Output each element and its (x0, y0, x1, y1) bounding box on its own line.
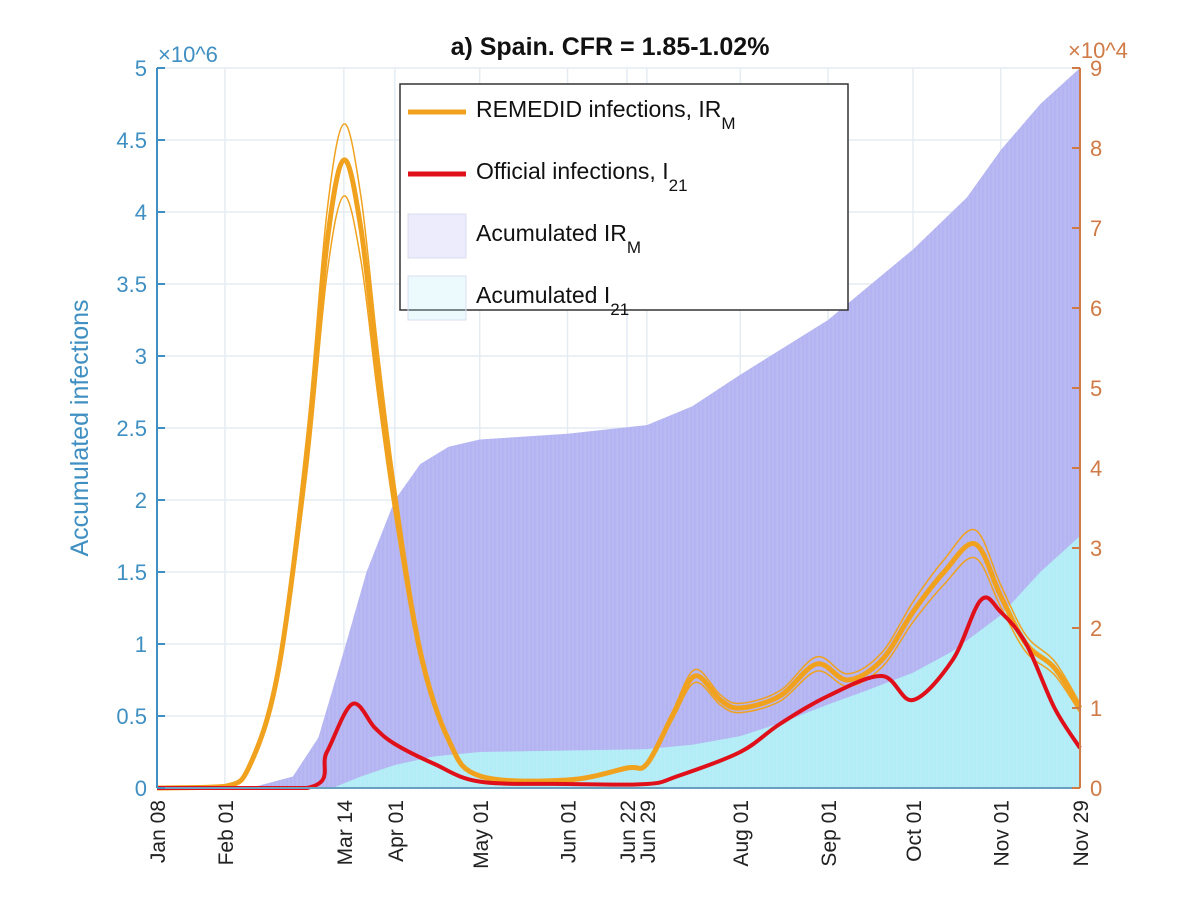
legend-label-subscript: 21 (610, 300, 629, 319)
right-tick-label: 2 (1090, 616, 1102, 641)
legend-swatch (407, 275, 467, 321)
right-tick-label: 4 (1090, 456, 1102, 481)
legend-swatch (407, 213, 467, 259)
left-tick-label: 2 (135, 488, 147, 513)
area-acumulated-i-21 (157, 536, 1080, 788)
area-acumulated-ir-M (157, 68, 1080, 788)
legend-label-subscript: 21 (669, 176, 688, 195)
chart-title: a) Spain. CFR = 1.85-1.02% (451, 33, 770, 61)
x-tick-label: Nov 29 (1070, 800, 1093, 867)
right-tick-label: 3 (1090, 536, 1102, 561)
x-tick-label: Nov 01 (991, 800, 1014, 867)
left-tick-label: 2.5 (116, 416, 147, 441)
x-tick-label: Jun 29 (637, 800, 660, 863)
right-tick-label: 6 (1090, 296, 1102, 321)
left-tick-label: 1 (135, 632, 147, 657)
legend-label-subscript: M (627, 238, 641, 257)
legend-box (399, 83, 849, 311)
left-axis-label: Accumulated infections (66, 299, 94, 556)
left-tick-label: 1.5 (116, 560, 147, 585)
left-axis-multiplier: ×10^6 (158, 42, 218, 67)
right-tick-label: 5 (1090, 376, 1102, 401)
x-tick-label: Jun 22 (617, 800, 640, 863)
x-tick-label: Mar 14 (334, 800, 357, 866)
line-official-infections (157, 595, 1082, 791)
left-tick-label: 0 (135, 776, 147, 801)
right-tick-label: 0 (1090, 776, 1102, 801)
left-tick-label: 5 (135, 56, 147, 81)
left-tick-label: 3.5 (116, 272, 147, 297)
left-tick-label: 4.5 (116, 128, 147, 153)
legend-label-subscript: M (721, 114, 735, 133)
x-tick-label: Sep 01 (818, 800, 841, 867)
left-tick-label: 0.5 (116, 704, 147, 729)
x-tick-label: Aug 01 (730, 800, 753, 867)
line-remedid-infections (156, 157, 1083, 791)
right-tick-label: 9 (1090, 56, 1102, 81)
right-tick-label: 7 (1090, 216, 1102, 241)
right-tick-label: 1 (1090, 696, 1102, 721)
x-tick-label: Jan 08 (147, 800, 170, 863)
right-axis-multiplier: ×10^4 (1068, 38, 1128, 63)
left-tick-label: 4 (135, 200, 147, 225)
x-tick-label: Apr 01 (385, 800, 408, 862)
x-tick-label: Oct 01 (903, 800, 926, 862)
x-tick-label: Jun 01 (558, 800, 581, 863)
right-tick-label: 8 (1090, 136, 1102, 161)
x-tick-label: Feb 01 (215, 800, 238, 865)
x-tick-label: May 01 (470, 800, 493, 869)
left-tick-label: 3 (135, 344, 147, 369)
